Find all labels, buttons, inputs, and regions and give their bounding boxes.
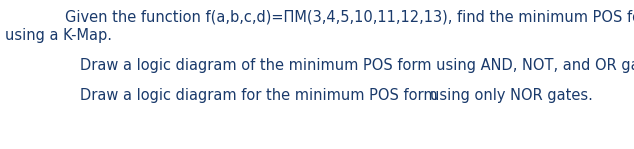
Text: using only NOR gates.: using only NOR gates. [430,88,593,103]
Text: Given the function f(a,b,c,d)=ΠM(3,4,5,10,11,12,13), find the minimum POS form: Given the function f(a,b,c,d)=ΠM(3,4,5,1… [65,10,634,25]
Text: using a K-Map.: using a K-Map. [5,28,112,43]
Text: Draw a logic diagram of the minimum POS form using AND, NOT, and OR gates.: Draw a logic diagram of the minimum POS … [80,58,634,73]
Text: Draw a logic diagram for the minimum POS form: Draw a logic diagram for the minimum POS… [80,88,437,103]
